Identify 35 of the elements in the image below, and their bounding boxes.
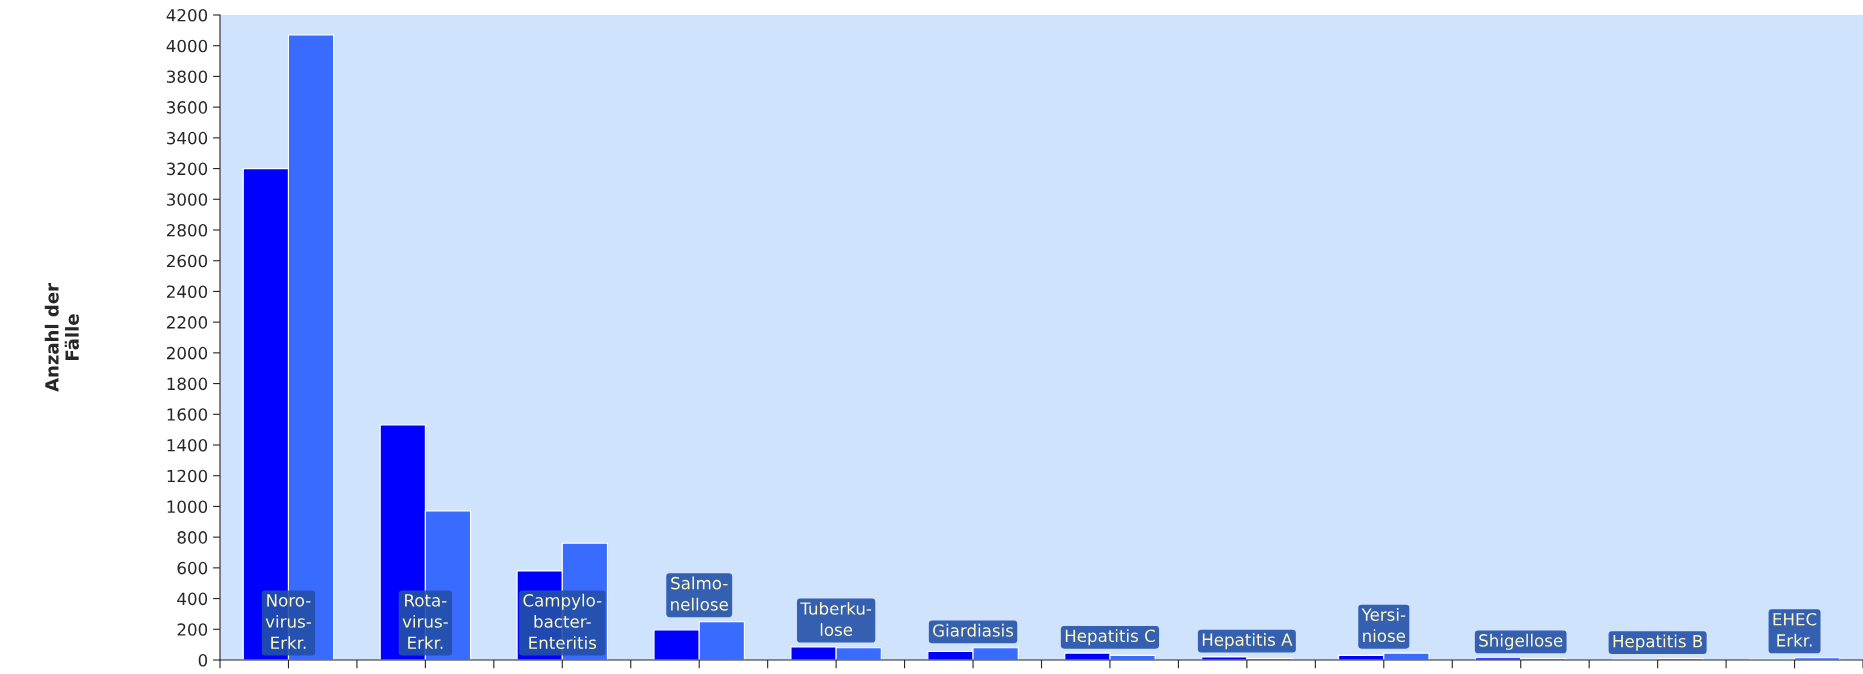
y-tick-label: 3800: [167, 70, 208, 83]
y-tick-label: 200: [177, 623, 208, 636]
y-tick-label: 1400: [167, 438, 208, 452]
y-tick-label: 800: [177, 531, 208, 544]
x-tick-label: Shigellose: [1479, 633, 1563, 650]
x-tick-label: Campylo- bacter- Enteritis: [523, 593, 602, 650]
x-tick-label: Hepatitis C: [1065, 629, 1155, 646]
y-tick-label: 2800: [167, 223, 208, 237]
y-tick-label: 3600: [167, 101, 208, 114]
y-tick-label: 1000: [167, 500, 208, 513]
y-tick-label: 2200: [167, 316, 208, 329]
y-tick-label: 2600: [167, 254, 208, 268]
x-tick-label: EHEC Erkr.: [1773, 612, 1817, 647]
y-tick-label: 3400: [167, 131, 208, 145]
y-tick-label: 1800: [167, 377, 208, 391]
x-tick-label: Giardiasis: [933, 623, 1014, 637]
y-tick-label: 3200: [167, 162, 208, 176]
y-tick-label: 1200: [167, 469, 208, 483]
x-tick-label: Hepatitis A: [1202, 633, 1293, 650]
x-tick-label: Tuberku- lose: [800, 601, 872, 636]
y-tick-label: 0: [198, 653, 208, 667]
y-tick-label: 600: [177, 561, 208, 575]
x-tick-label: Noro- virus- Erkr.: [265, 594, 311, 649]
y-axis-title: Anzahl der Fälle: [44, 283, 79, 392]
x-tick-label: Salmo- nellose: [671, 576, 728, 611]
y-tick-label: 4200: [166, 8, 208, 22]
y-tick-label: 2400: [167, 285, 208, 298]
y-tick-label: 4000: [166, 39, 208, 53]
y-tick-label: 1600: [167, 408, 208, 421]
y-tick-label: 2000: [167, 346, 208, 360]
x-tick-label: Rota- virus- Erkr.: [402, 594, 448, 649]
x-tick-label: Yersi- niose: [1361, 608, 1406, 643]
x-tick-label: Hepatitis B: [1613, 634, 1703, 651]
y-tick-label: 3000: [167, 193, 208, 206]
y-tick-label: 400: [177, 592, 208, 606]
